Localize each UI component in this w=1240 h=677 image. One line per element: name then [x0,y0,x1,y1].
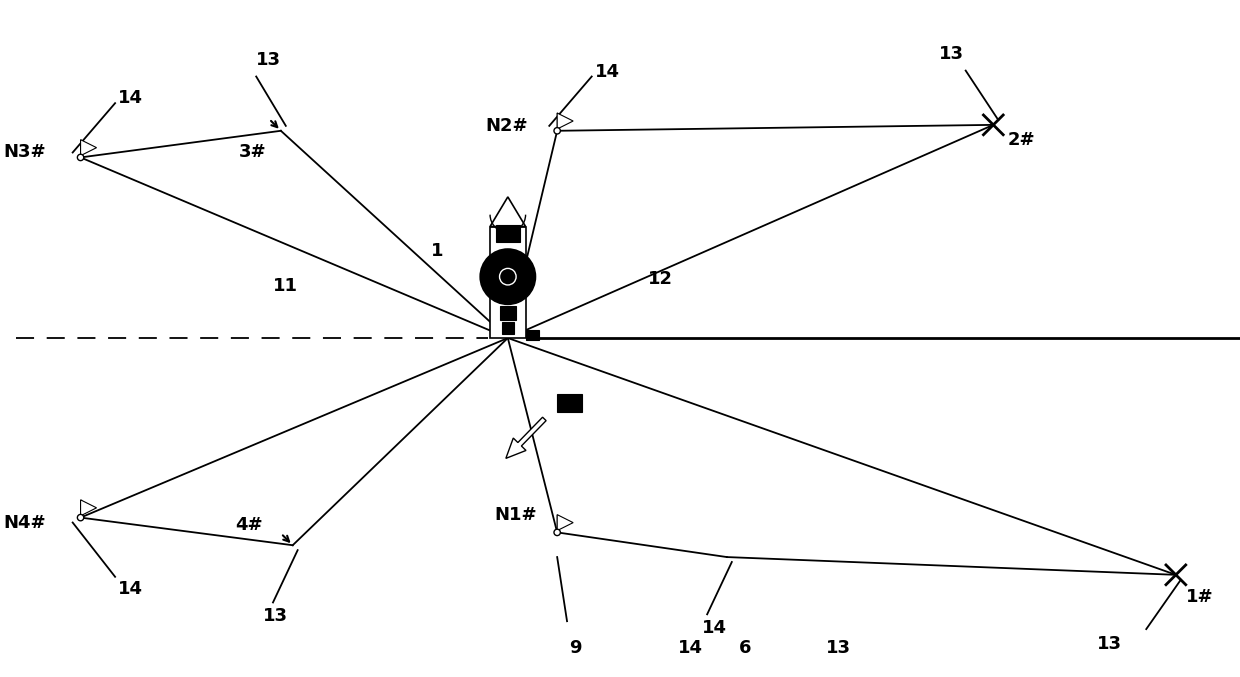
Text: N1#: N1# [495,506,537,523]
Text: 2#: 2# [1008,131,1035,149]
Text: 14: 14 [677,639,703,657]
Text: 14: 14 [118,580,143,598]
Bar [502,322,513,334]
Circle shape [77,154,84,160]
Text: N2#: N2# [485,117,527,135]
Text: 12: 12 [649,270,673,288]
Text: 14: 14 [702,619,727,637]
Bar [498,286,517,303]
Bar [500,307,516,320]
Bar [526,330,539,340]
Text: 9: 9 [569,639,582,657]
Polygon shape [490,197,526,227]
Text: 1: 1 [430,242,444,260]
Text: N4#: N4# [4,514,46,531]
Text: 13: 13 [257,51,281,69]
Text: N3#: N3# [4,144,46,162]
Text: 13: 13 [263,607,288,626]
Text: 13: 13 [1097,635,1122,653]
Polygon shape [81,500,97,516]
Text: 4#: 4# [236,517,263,534]
Text: 14: 14 [595,62,620,81]
Polygon shape [81,139,97,156]
Circle shape [500,268,516,285]
Text: 3#: 3# [238,144,267,162]
Text: 11: 11 [273,277,298,294]
Circle shape [77,515,84,521]
Circle shape [554,529,560,536]
Text: 1#: 1# [1185,588,1214,605]
Polygon shape [557,113,573,129]
FancyArrow shape [506,417,546,458]
Text: 13: 13 [939,45,963,63]
Bar [496,225,520,242]
Circle shape [554,127,560,134]
Text: 14: 14 [118,89,143,107]
Circle shape [480,249,536,304]
Bar [557,394,582,412]
Bar [490,227,526,338]
Text: 13: 13 [826,639,851,657]
Polygon shape [557,515,573,531]
Text: 6: 6 [739,639,751,657]
